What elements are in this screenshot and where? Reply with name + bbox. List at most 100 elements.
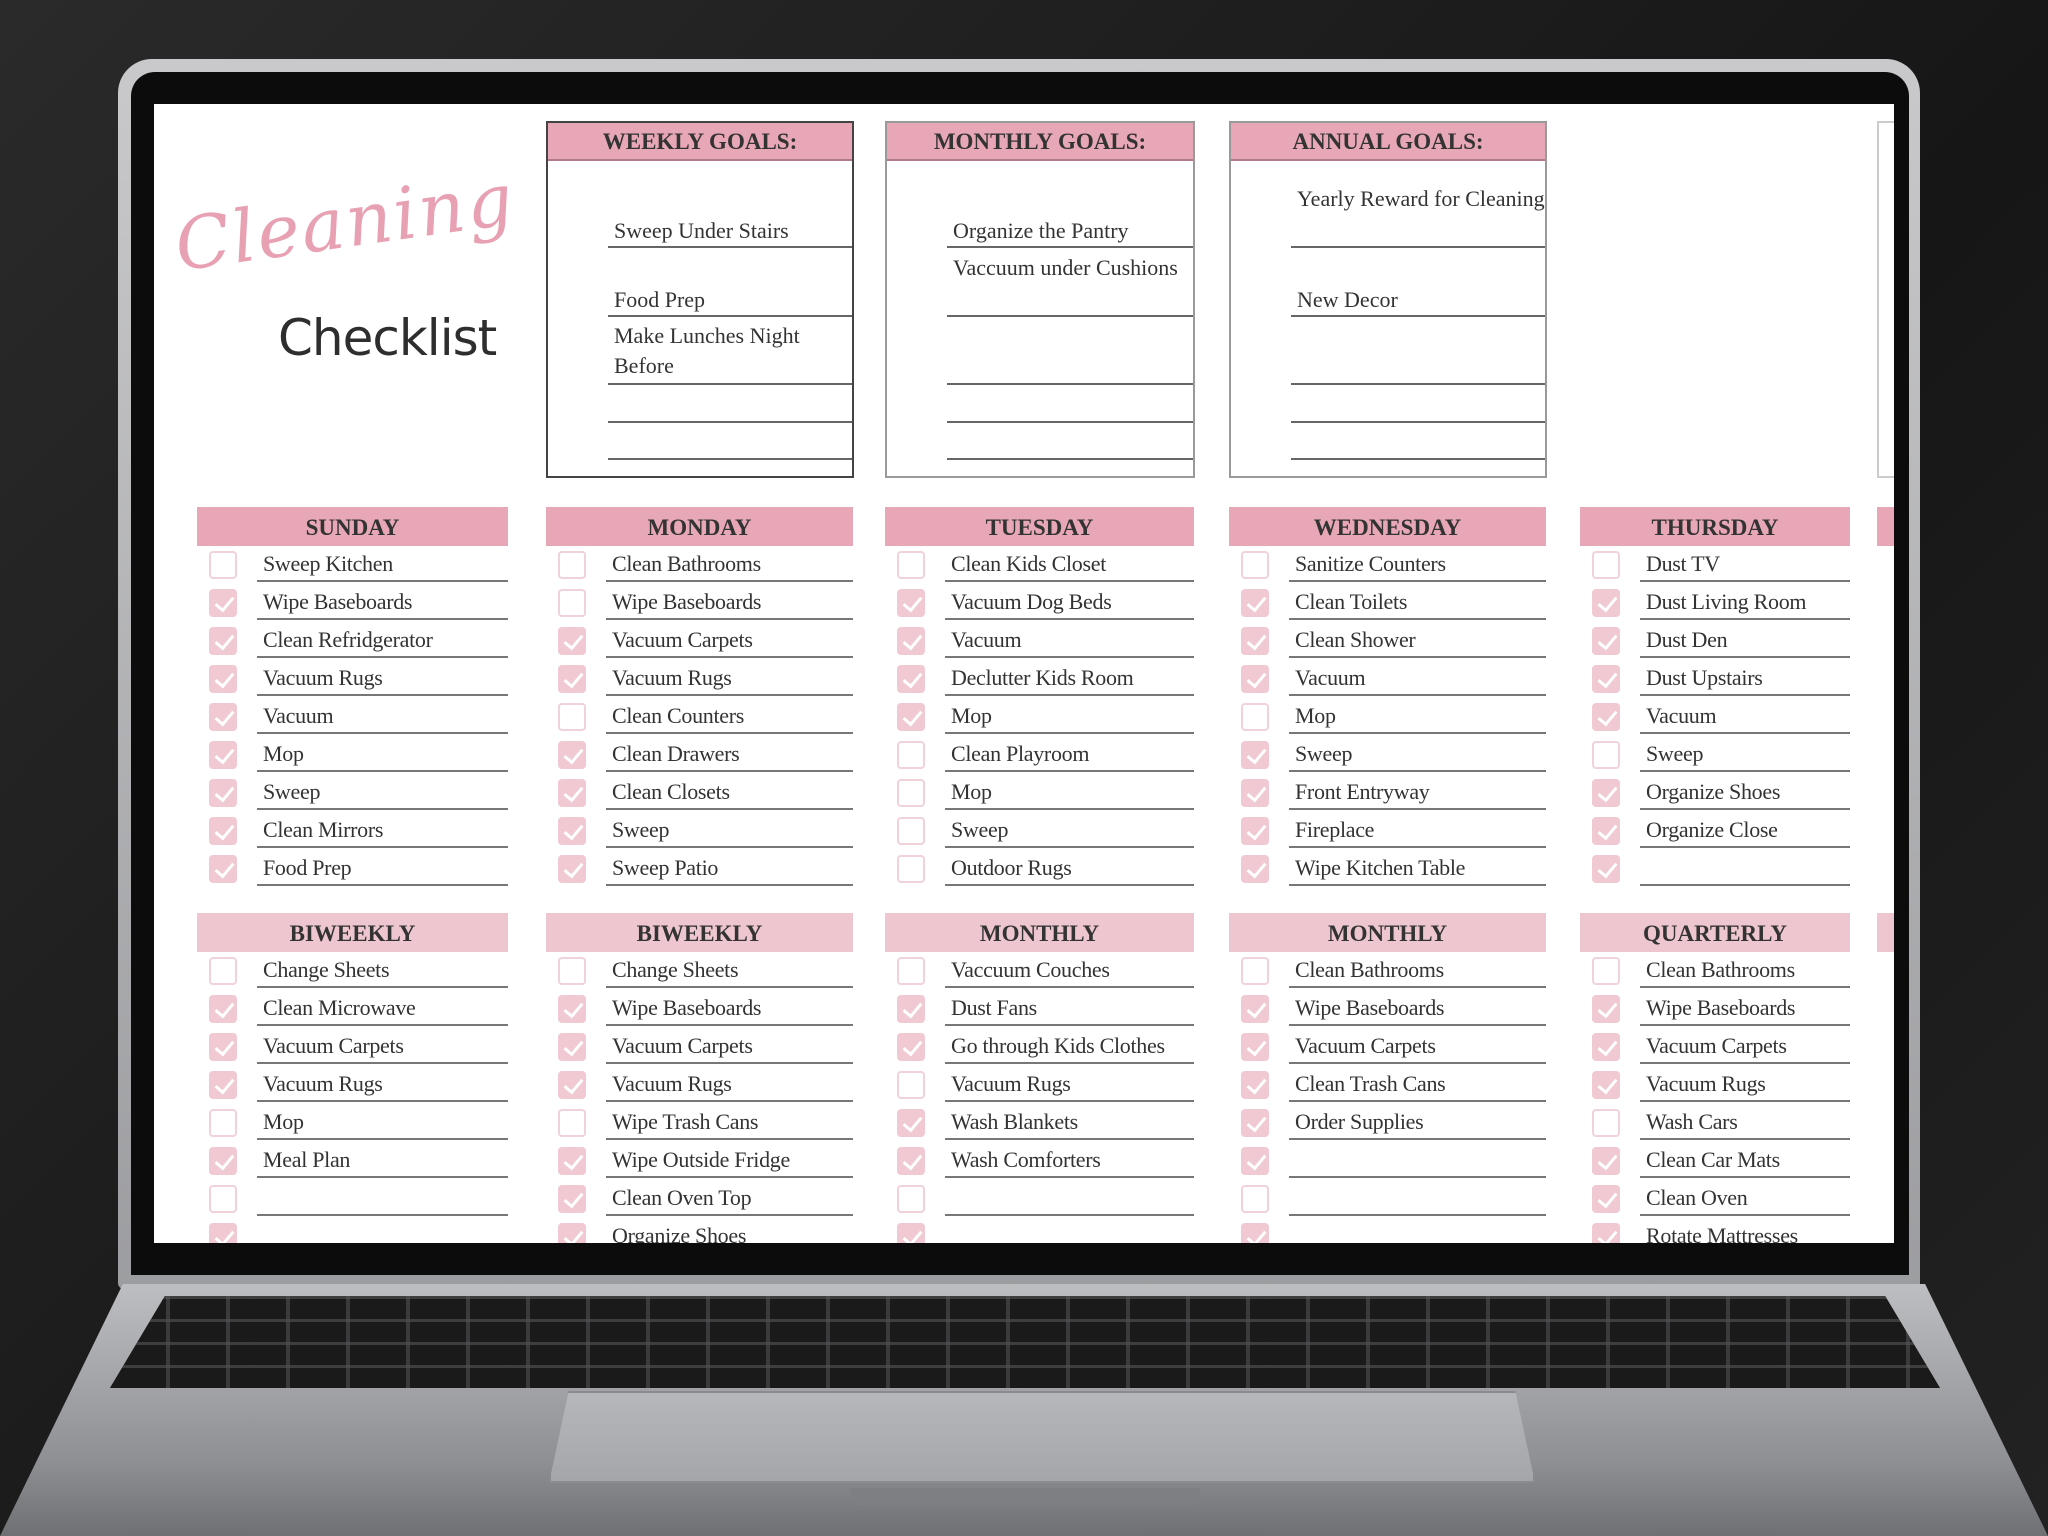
checked-checkbox[interactable]: [558, 665, 586, 693]
task-label[interactable]: [945, 1180, 1194, 1216]
task-label[interactable]: Clean Microwave: [257, 990, 508, 1026]
checked-checkbox[interactable]: [1592, 779, 1620, 807]
task-label[interactable]: Vacuum: [257, 698, 508, 734]
checked-checkbox[interactable]: [558, 741, 586, 769]
checked-checkbox[interactable]: [897, 703, 925, 731]
task-label[interactable]: Outdoor Rugs: [945, 850, 1194, 886]
checked-checkbox[interactable]: [558, 995, 586, 1023]
checked-checkbox[interactable]: [1241, 1147, 1269, 1175]
checked-checkbox[interactable]: [897, 1147, 925, 1175]
task-label[interactable]: Mop: [945, 774, 1194, 810]
task-label[interactable]: Wipe Baseboards: [1289, 990, 1546, 1026]
goal-line[interactable]: [608, 391, 852, 423]
task-label[interactable]: Clean Trash Cans: [1289, 1066, 1546, 1102]
checked-checkbox[interactable]: [1241, 589, 1269, 617]
task-label[interactable]: Wipe Baseboards: [1640, 990, 1850, 1026]
checked-checkbox[interactable]: [1592, 1223, 1620, 1243]
checked-checkbox[interactable]: [1241, 741, 1269, 769]
unchecked-checkbox[interactable]: [897, 817, 925, 845]
checked-checkbox[interactable]: [209, 995, 237, 1023]
task-label[interactable]: Wipe Baseboards: [606, 990, 853, 1026]
task-label[interactable]: Organize Close: [1640, 812, 1850, 848]
task-label[interactable]: Vacuum: [1640, 698, 1850, 734]
task-label[interactable]: Vacuum Rugs: [1640, 1066, 1850, 1102]
task-label[interactable]: Mop: [257, 736, 508, 772]
task-label[interactable]: Vacuum Carpets: [1289, 1028, 1546, 1064]
task-label[interactable]: Dust Den: [1640, 622, 1850, 658]
goal-line[interactable]: [947, 391, 1193, 423]
task-label[interactable]: Organize Shoes: [1640, 774, 1850, 810]
unchecked-checkbox[interactable]: [1241, 703, 1269, 731]
checked-checkbox[interactable]: [209, 1033, 237, 1061]
task-label[interactable]: Clean Bathrooms: [606, 546, 853, 582]
task-label[interactable]: Vacuum Rugs: [257, 1066, 508, 1102]
checked-checkbox[interactable]: [558, 1185, 586, 1213]
task-label[interactable]: Wash Blankets: [945, 1104, 1194, 1140]
unchecked-checkbox[interactable]: [209, 1109, 237, 1137]
task-label[interactable]: Dust TV: [1640, 546, 1850, 582]
task-label[interactable]: Sweep: [257, 774, 508, 810]
checked-checkbox[interactable]: [558, 855, 586, 883]
task-label[interactable]: Wash Cars: [1640, 1104, 1850, 1140]
task-label[interactable]: Vacuum: [945, 622, 1194, 658]
task-label[interactable]: Mop: [257, 1104, 508, 1140]
checked-checkbox[interactable]: [897, 1033, 925, 1061]
checked-checkbox[interactable]: [1241, 1071, 1269, 1099]
task-label[interactable]: Sweep: [945, 812, 1194, 848]
goal-line[interactable]: Yearly Reward for Cleaning: [1291, 184, 1545, 248]
task-label[interactable]: Vacuum Carpets: [257, 1028, 508, 1064]
unchecked-checkbox[interactable]: [897, 551, 925, 579]
task-label[interactable]: Declutter Kids Room: [945, 660, 1194, 696]
task-label[interactable]: Wipe Baseboards: [257, 584, 508, 620]
checked-checkbox[interactable]: [558, 1147, 586, 1175]
task-label[interactable]: Dust Living Room: [1640, 584, 1850, 620]
unchecked-checkbox[interactable]: [209, 551, 237, 579]
unchecked-checkbox[interactable]: [1592, 551, 1620, 579]
task-label[interactable]: Vacuum Rugs: [257, 660, 508, 696]
goal-line[interactable]: [947, 353, 1193, 385]
checked-checkbox[interactable]: [558, 1033, 586, 1061]
checked-checkbox[interactable]: [1241, 855, 1269, 883]
task-label[interactable]: Clean Mirrors: [257, 812, 508, 848]
unchecked-checkbox[interactable]: [897, 779, 925, 807]
checked-checkbox[interactable]: [897, 589, 925, 617]
task-label[interactable]: [1289, 1142, 1546, 1178]
checked-checkbox[interactable]: [209, 855, 237, 883]
task-label[interactable]: Vacuum Dog Beds: [945, 584, 1194, 620]
task-label[interactable]: Vacuum Rugs: [606, 660, 853, 696]
unchecked-checkbox[interactable]: [558, 957, 586, 985]
task-label[interactable]: Mop: [1289, 698, 1546, 734]
checked-checkbox[interactable]: [1241, 665, 1269, 693]
checked-checkbox[interactable]: [1592, 995, 1620, 1023]
checked-checkbox[interactable]: [558, 1223, 586, 1243]
checked-checkbox[interactable]: [897, 665, 925, 693]
task-label[interactable]: [1640, 850, 1850, 886]
unchecked-checkbox[interactable]: [1592, 957, 1620, 985]
checked-checkbox[interactable]: [209, 1147, 237, 1175]
task-label[interactable]: Front Entryway: [1289, 774, 1546, 810]
goal-line[interactable]: [1291, 391, 1545, 423]
goal-line[interactable]: Food Prep: [608, 285, 852, 317]
goal-line[interactable]: [1291, 428, 1545, 460]
task-label[interactable]: Clean Bathrooms: [1640, 952, 1850, 988]
task-label[interactable]: Sweep: [1289, 736, 1546, 772]
checked-checkbox[interactable]: [1241, 817, 1269, 845]
unchecked-checkbox[interactable]: [1592, 1109, 1620, 1137]
checked-checkbox[interactable]: [897, 627, 925, 655]
checked-checkbox[interactable]: [209, 665, 237, 693]
task-label[interactable]: Sweep Patio: [606, 850, 853, 886]
checked-checkbox[interactable]: [209, 1071, 237, 1099]
task-label[interactable]: Change Sheets: [257, 952, 508, 988]
task-label[interactable]: Vacuum Carpets: [606, 622, 853, 658]
goal-line[interactable]: [608, 428, 852, 460]
task-label[interactable]: Go through Kids Clothes: [945, 1028, 1194, 1064]
checked-checkbox[interactable]: [209, 703, 237, 731]
task-label[interactable]: Dust Upstairs: [1640, 660, 1850, 696]
checked-checkbox[interactable]: [1592, 1147, 1620, 1175]
checked-checkbox[interactable]: [1592, 1071, 1620, 1099]
task-label[interactable]: Wipe Baseboards: [606, 584, 853, 620]
checked-checkbox[interactable]: [209, 779, 237, 807]
task-label[interactable]: Clean Playroom: [945, 736, 1194, 772]
checked-checkbox[interactable]: [558, 779, 586, 807]
goal-line[interactable]: [1291, 353, 1545, 385]
